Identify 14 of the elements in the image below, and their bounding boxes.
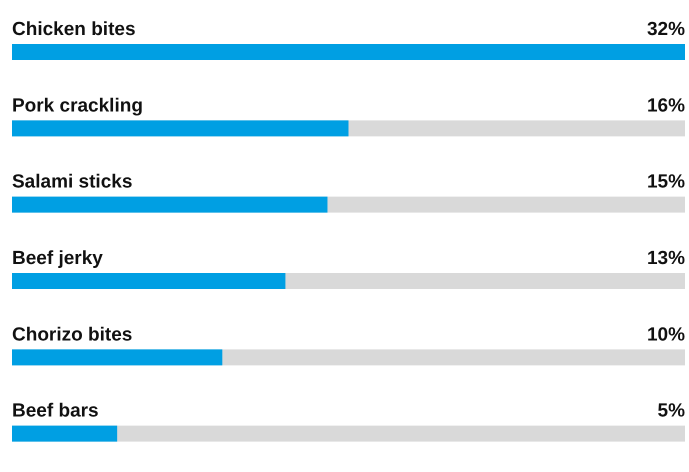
bar [12,426,118,442]
y-tick-label: Chorizo bites [12,324,132,346]
data-label: 5% [658,400,686,422]
data-label: 10% [646,324,686,346]
data-label: 13% [646,248,686,269]
y-tick-label: Chicken bites [12,19,136,40]
y-tick-label: Beef jerky [12,248,104,269]
data-label: 16% [646,95,686,116]
data-label: 15% [646,172,686,193]
y-tick-label: Salami sticks [12,172,132,193]
y-tick-label: Pork crackling [12,95,143,116]
data-label: 32% [646,19,686,40]
y-tick-label: Beef bars [12,400,99,422]
bar [12,349,222,366]
